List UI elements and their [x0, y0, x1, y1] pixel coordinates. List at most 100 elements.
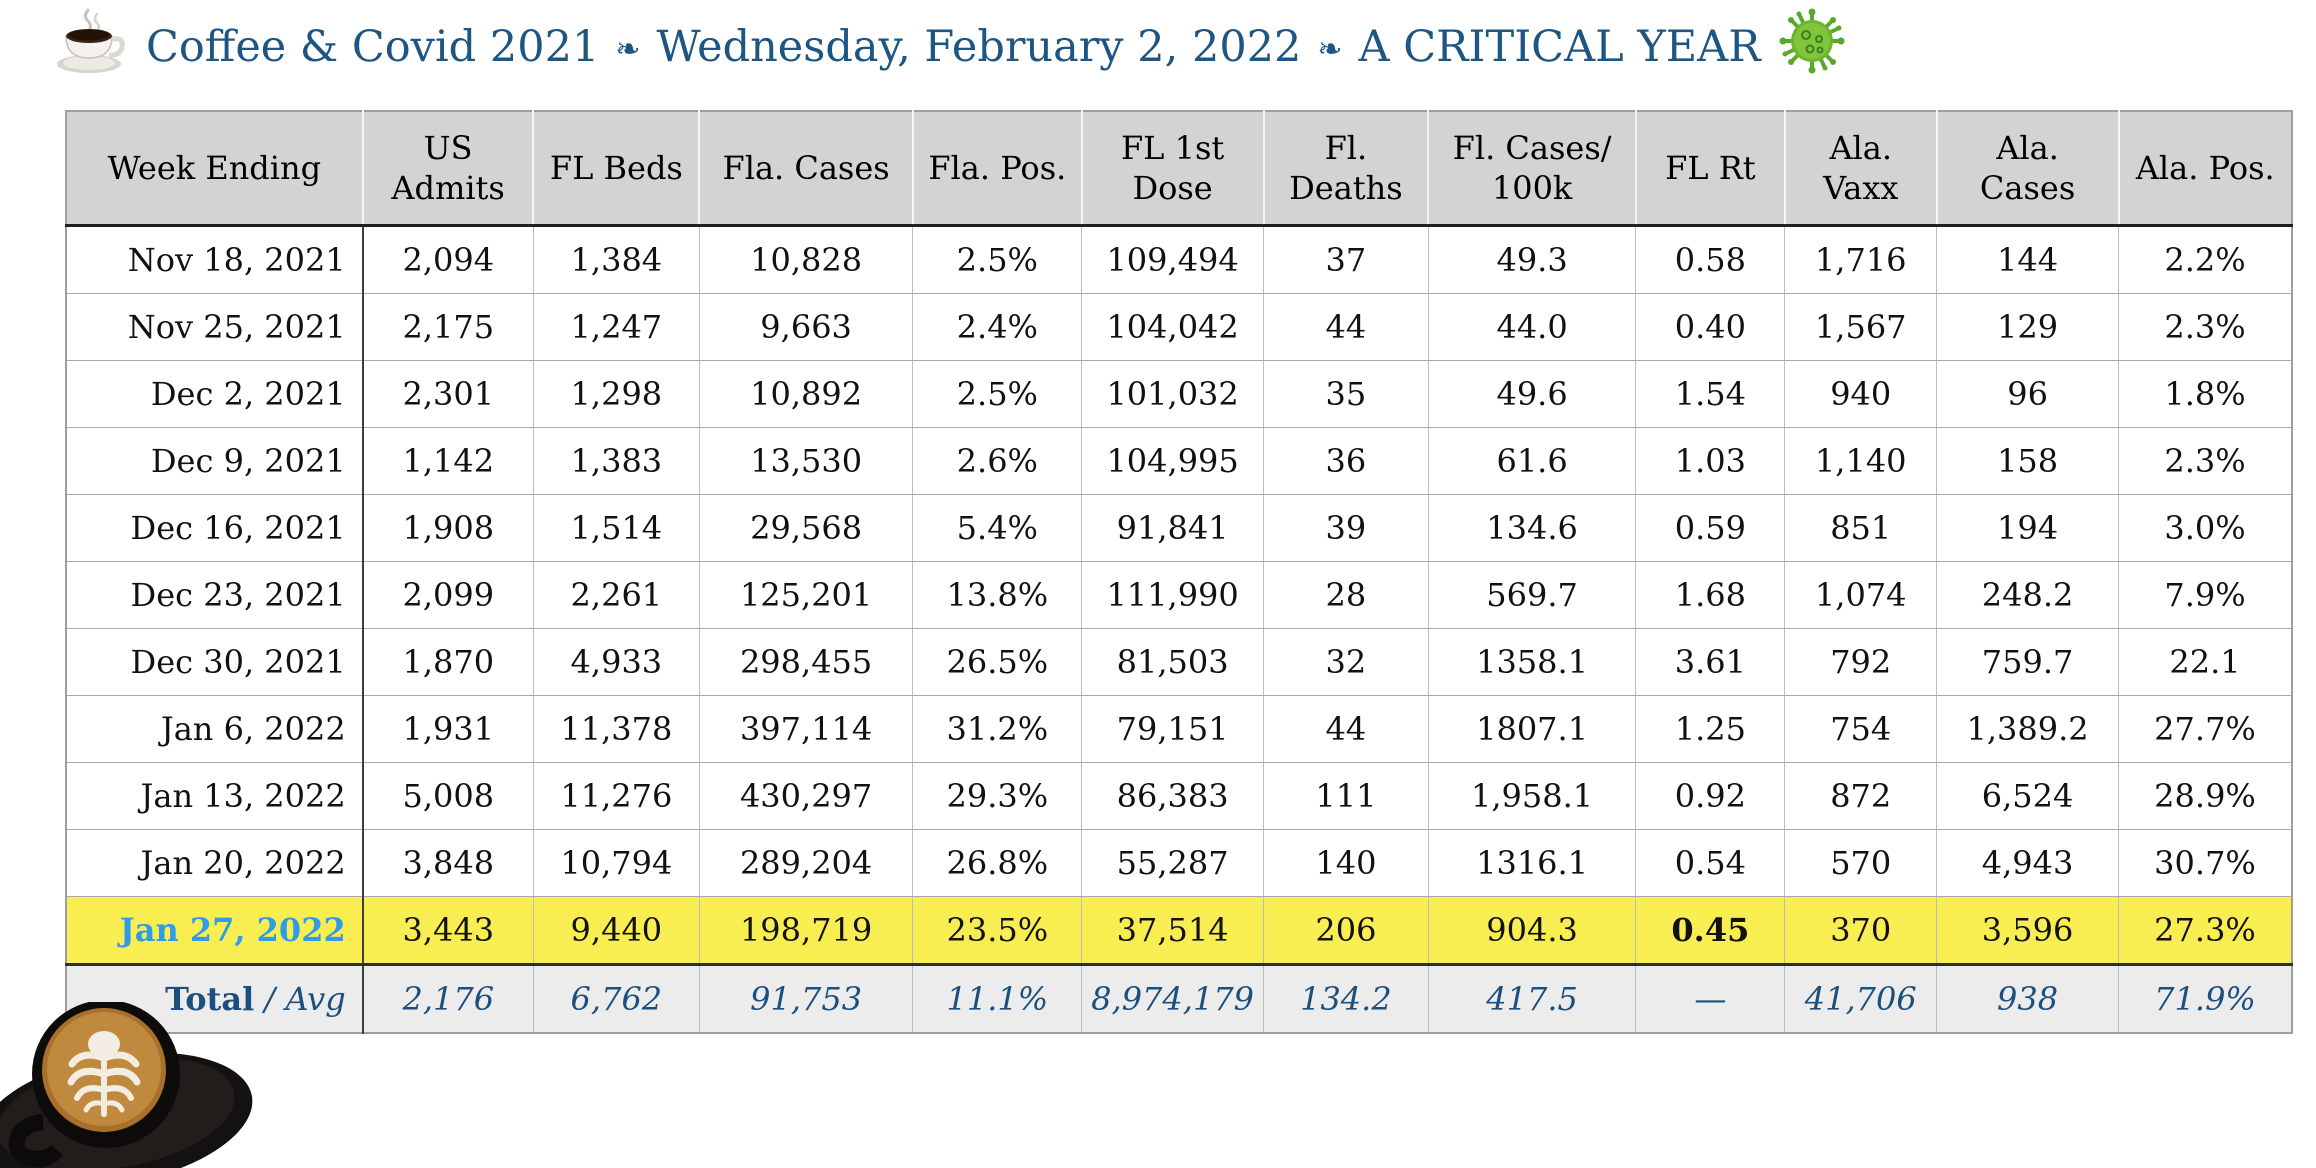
data-cell: 91,841	[1081, 494, 1265, 562]
week-ending-cell: Dec 16, 2021	[66, 494, 364, 562]
data-cell: 1,567	[1784, 293, 1938, 361]
data-cell: 2.5%	[912, 225, 1083, 294]
data-cell: 2,175	[362, 293, 534, 361]
data-cell: 1,958.1	[1428, 762, 1637, 830]
data-cell: 206	[1263, 896, 1429, 966]
page-title: Coffee & Covid 2021 ❧ Wednesday, Februar…	[52, 6, 1847, 87]
data-cell: 2,301	[362, 360, 534, 428]
data-cell: 3.61	[1635, 628, 1786, 696]
data-cell: 1,298	[533, 360, 700, 428]
data-cell: 2.3%	[2118, 293, 2292, 361]
total-data-cell: 11.1%	[912, 964, 1083, 1034]
data-cell: 49.6	[1428, 360, 1637, 428]
data-cell: 1,908	[362, 494, 534, 562]
data-cell: 37	[1263, 225, 1429, 294]
data-cell: 2.6%	[912, 427, 1083, 495]
week-ending-cell: Jan 20, 2022	[66, 829, 364, 897]
total-data-cell: 938	[1936, 964, 2119, 1034]
data-cell: 430,297	[699, 762, 914, 830]
table-header-row: Week Ending US Admits FL Beds Fla. Cases Fla…	[66, 111, 2292, 227]
data-cell: 1,142	[362, 427, 534, 495]
total-data-cell: 8,974,179	[1081, 964, 1265, 1034]
total-data-cell: 41,706	[1784, 964, 1938, 1034]
title-text-2: Wednesday, February 2, 2022	[656, 21, 1302, 72]
column-header-3: FL Beds	[533, 111, 701, 227]
data-cell: 104,042	[1081, 293, 1265, 361]
data-cell: 9,663	[699, 293, 914, 361]
data-cell: 96	[1936, 360, 2119, 428]
data-cell: 3,596	[1936, 896, 2119, 966]
data-cell: 10,794	[533, 829, 700, 897]
data-cell: 759.7	[1936, 628, 2119, 696]
data-cell: 30.7%	[2118, 829, 2292, 897]
data-cell: 55,287	[1081, 829, 1265, 897]
data-cell: 35	[1263, 360, 1429, 428]
data-cell: 851	[1784, 494, 1938, 562]
week-ending-cell: Dec 2, 2021	[66, 360, 364, 428]
data-cell: 32	[1263, 628, 1429, 696]
data-cell: 86,383	[1081, 762, 1265, 830]
data-cell: 22.1	[2118, 628, 2292, 696]
data-cell: 1,383	[533, 427, 700, 495]
column-header-4: Fla. Cases	[699, 111, 914, 227]
data-cell: 0.40	[1635, 293, 1786, 361]
data-cell: 5,008	[362, 762, 534, 830]
title-text-3: A CRITICAL YEAR	[1358, 21, 1761, 72]
data-cell: 31.2%	[912, 695, 1083, 763]
data-cell: 140	[1263, 829, 1429, 897]
data-cell: 29.3%	[912, 762, 1083, 830]
fleuron-separator-icon: ❧	[615, 32, 641, 67]
data-cell: 39	[1263, 494, 1429, 562]
table-row: Dec 16, 2021 1,908 1,514 29,568 5.4% 91,841 39…	[66, 494, 2292, 562]
data-cell: 2.4%	[912, 293, 1083, 361]
data-cell: 10,828	[699, 225, 914, 294]
data-cell: 1.03	[1635, 427, 1786, 495]
data-cell: 1,514	[533, 494, 700, 562]
column-header-7: Fl. Deaths	[1263, 111, 1430, 227]
data-cell: 3.0%	[2118, 494, 2292, 562]
column-header-2: US Admits	[362, 111, 535, 227]
data-cell: 1316.1	[1428, 829, 1637, 897]
data-cell: 28.9%	[2118, 762, 2292, 830]
data-cell: 289,204	[699, 829, 914, 897]
total-data-cell: 91,753	[699, 964, 914, 1034]
data-cell: 1.54	[1635, 360, 1786, 428]
data-cell: 11,378	[533, 695, 700, 763]
column-header-11: Ala. Cases	[1936, 111, 2120, 227]
data-cell: 144	[1936, 225, 2119, 294]
data-cell: 134.6	[1428, 494, 1637, 562]
table-row: Dec 23, 2021 2,099 2,261 125,201 13.8% 111,99…	[66, 561, 2292, 629]
data-cell: 44	[1263, 695, 1429, 763]
column-header-12: Ala. Pos.	[2118, 111, 2292, 227]
covid-stats-table: Week Ending US Admits FL Beds Fla. Cases Fla…	[65, 110, 2293, 1034]
table-row: Nov 25, 2021 2,175 1,247 9,663 2.4% 104,042 44…	[66, 293, 2292, 361]
data-cell: 10,892	[699, 360, 914, 428]
data-cell: 0.54	[1635, 829, 1786, 897]
column-header-1: Week Ending	[66, 111, 364, 227]
data-cell: 37,514	[1081, 896, 1265, 966]
data-cell: 370	[1784, 896, 1938, 966]
data-cell: 940	[1784, 360, 1938, 428]
week-ending-cell: Dec 23, 2021	[66, 561, 364, 629]
data-cell: 3,443	[362, 896, 534, 966]
total-data-cell: 71.9%	[2118, 964, 2292, 1034]
data-cell: 111,990	[1081, 561, 1265, 629]
column-header-6: FL 1st Dose	[1081, 111, 1265, 227]
week-ending-cell: Dec 9, 2021	[66, 427, 364, 495]
column-header-8: Fl. Cases/ 100k	[1428, 111, 1637, 227]
total-data-cell: —	[1635, 964, 1786, 1034]
table-row: Jan 27, 2022 3,443 9,440 198,719 23.5% 37,514…	[66, 896, 2292, 966]
data-cell: 298,455	[699, 628, 914, 696]
data-cell: 44	[1263, 293, 1429, 361]
data-cell: 61.6	[1428, 427, 1637, 495]
data-cell: 198,719	[699, 896, 914, 966]
total-data-cell: 417.5	[1428, 964, 1637, 1034]
fleuron-separator-icon: ❧	[1317, 32, 1343, 67]
data-cell: 397,114	[699, 695, 914, 763]
data-cell: 1,384	[533, 225, 700, 294]
data-cell: 49.3	[1428, 225, 1637, 294]
total-row: Total / Avg 2,176 6,762 91,753 11.1% 8,974,17…	[66, 964, 2292, 1034]
data-cell: 1,247	[533, 293, 700, 361]
table-body: Nov 18, 2021 2,094 1,384 10,828 2.5% 109,494 3…	[66, 225, 2292, 1034]
week-ending-cell: Dec 30, 2021	[66, 628, 364, 696]
